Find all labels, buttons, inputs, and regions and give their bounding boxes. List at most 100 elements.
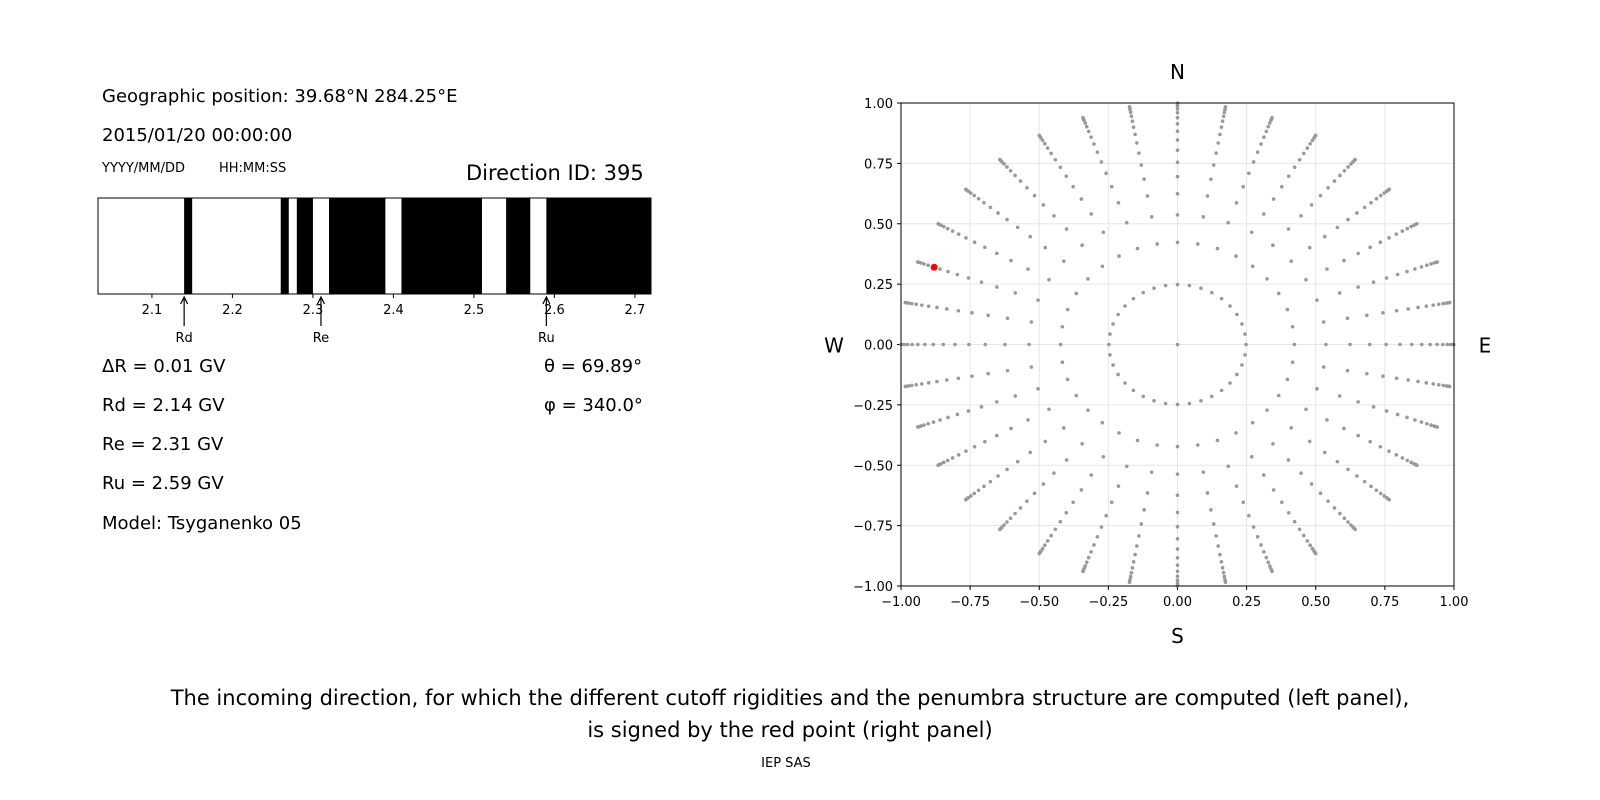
direction-point [1387, 236, 1391, 240]
forbidden-band [401, 198, 482, 294]
direction-point [1047, 407, 1051, 412]
direction-point [1175, 493, 1180, 498]
marker-label-re: Re [313, 331, 329, 346]
direction-point [1425, 263, 1429, 268]
direction-point [956, 308, 961, 313]
y-tick-label: −1.00 [853, 580, 893, 595]
direction-point [1219, 296, 1224, 301]
direction-point [1292, 342, 1297, 347]
direction-point [1304, 277, 1308, 282]
direction-point [1080, 441, 1084, 446]
direction-point [1415, 222, 1419, 226]
date-format-label: YYYY/MM/DD [102, 161, 185, 176]
direction-point [972, 491, 977, 496]
scatter-frame [900, 102, 1455, 587]
direction-point [1264, 129, 1269, 134]
direction-point [1315, 387, 1319, 391]
direction-point [941, 342, 946, 347]
direction-point [1437, 382, 1441, 387]
direction-point [1441, 342, 1445, 347]
y-tick-label: −0.75 [853, 520, 893, 535]
direction-point [1215, 438, 1220, 443]
direction-point [1271, 197, 1276, 201]
direction-point [1141, 394, 1146, 399]
direction-point [922, 423, 926, 427]
direction-point [1205, 194, 1210, 198]
direction-point [1036, 298, 1040, 302]
arrowhead-icon [542, 295, 551, 305]
direction-point [1251, 525, 1256, 529]
x-tick-label: 2.6 [544, 303, 565, 318]
direction-point [1337, 394, 1342, 398]
direction-point [1083, 121, 1088, 125]
direction-point [1211, 163, 1216, 167]
direction-point [1100, 420, 1105, 425]
direction-point [1175, 556, 1180, 560]
direction-point [1416, 305, 1420, 310]
direction-point [1029, 320, 1034, 324]
direction-point [1008, 168, 1013, 173]
direction-point [976, 488, 981, 493]
x-tick-label: 2.3 [303, 303, 324, 318]
direction-point [988, 479, 993, 484]
direction-point [1318, 491, 1323, 496]
direction-point [1117, 431, 1121, 435]
direction-point [945, 378, 949, 382]
direction-point [1405, 415, 1409, 420]
direction-point [1382, 191, 1386, 195]
direction-point [972, 445, 977, 449]
direction-point [909, 383, 914, 388]
direction-point [1429, 423, 1433, 427]
direction-point [1405, 458, 1410, 463]
direction-point [1111, 363, 1115, 367]
direction-point [1415, 463, 1419, 467]
footer-label: IEP SAS [761, 756, 811, 771]
direction-point [1214, 151, 1218, 155]
direction-point [1374, 196, 1379, 201]
direction-point [1367, 342, 1372, 347]
direction-point [1321, 365, 1326, 369]
x-tick-label: −0.50 [1019, 595, 1059, 610]
direction-point [1215, 246, 1220, 251]
direction-point [935, 379, 939, 384]
direction-point [1234, 201, 1239, 205]
direction-point [938, 418, 942, 422]
direction-point [1175, 578, 1180, 582]
direction-point [926, 381, 931, 385]
direction-point [1129, 114, 1134, 119]
direction-point [969, 191, 973, 195]
direction-point [936, 463, 940, 467]
direction-point [1209, 394, 1214, 399]
arrowhead-icon [180, 295, 189, 305]
direction-point [1062, 426, 1066, 430]
direction-point [1043, 141, 1047, 146]
direction-point [1299, 214, 1303, 218]
direction-point [956, 453, 961, 457]
direction-point [1026, 418, 1030, 422]
direction-point [1255, 534, 1260, 539]
arrowhead-icon [316, 295, 326, 305]
direction-point [983, 245, 987, 250]
direction-point [956, 232, 961, 236]
x-tick-label: −0.25 [1088, 595, 1128, 610]
direction-point [1308, 543, 1312, 548]
direction-point [1064, 174, 1069, 179]
direction-point [1025, 499, 1029, 504]
direction-point [1117, 254, 1121, 258]
direction-point [1116, 201, 1121, 205]
direction-point [970, 374, 974, 378]
direction-point [1211, 522, 1216, 526]
direction-point [1299, 471, 1303, 475]
selected-direction-point [930, 263, 938, 271]
direction-point [946, 415, 950, 420]
direction-point [1131, 388, 1136, 393]
direction-point [998, 527, 1002, 532]
direction-point [1369, 484, 1373, 489]
direction-point [903, 300, 908, 305]
direction-point [1131, 125, 1136, 129]
direction-point [1302, 533, 1306, 538]
direction-point [1378, 193, 1383, 198]
direction-point [1325, 267, 1329, 271]
direction-point [936, 222, 940, 226]
direction-point [909, 301, 914, 306]
